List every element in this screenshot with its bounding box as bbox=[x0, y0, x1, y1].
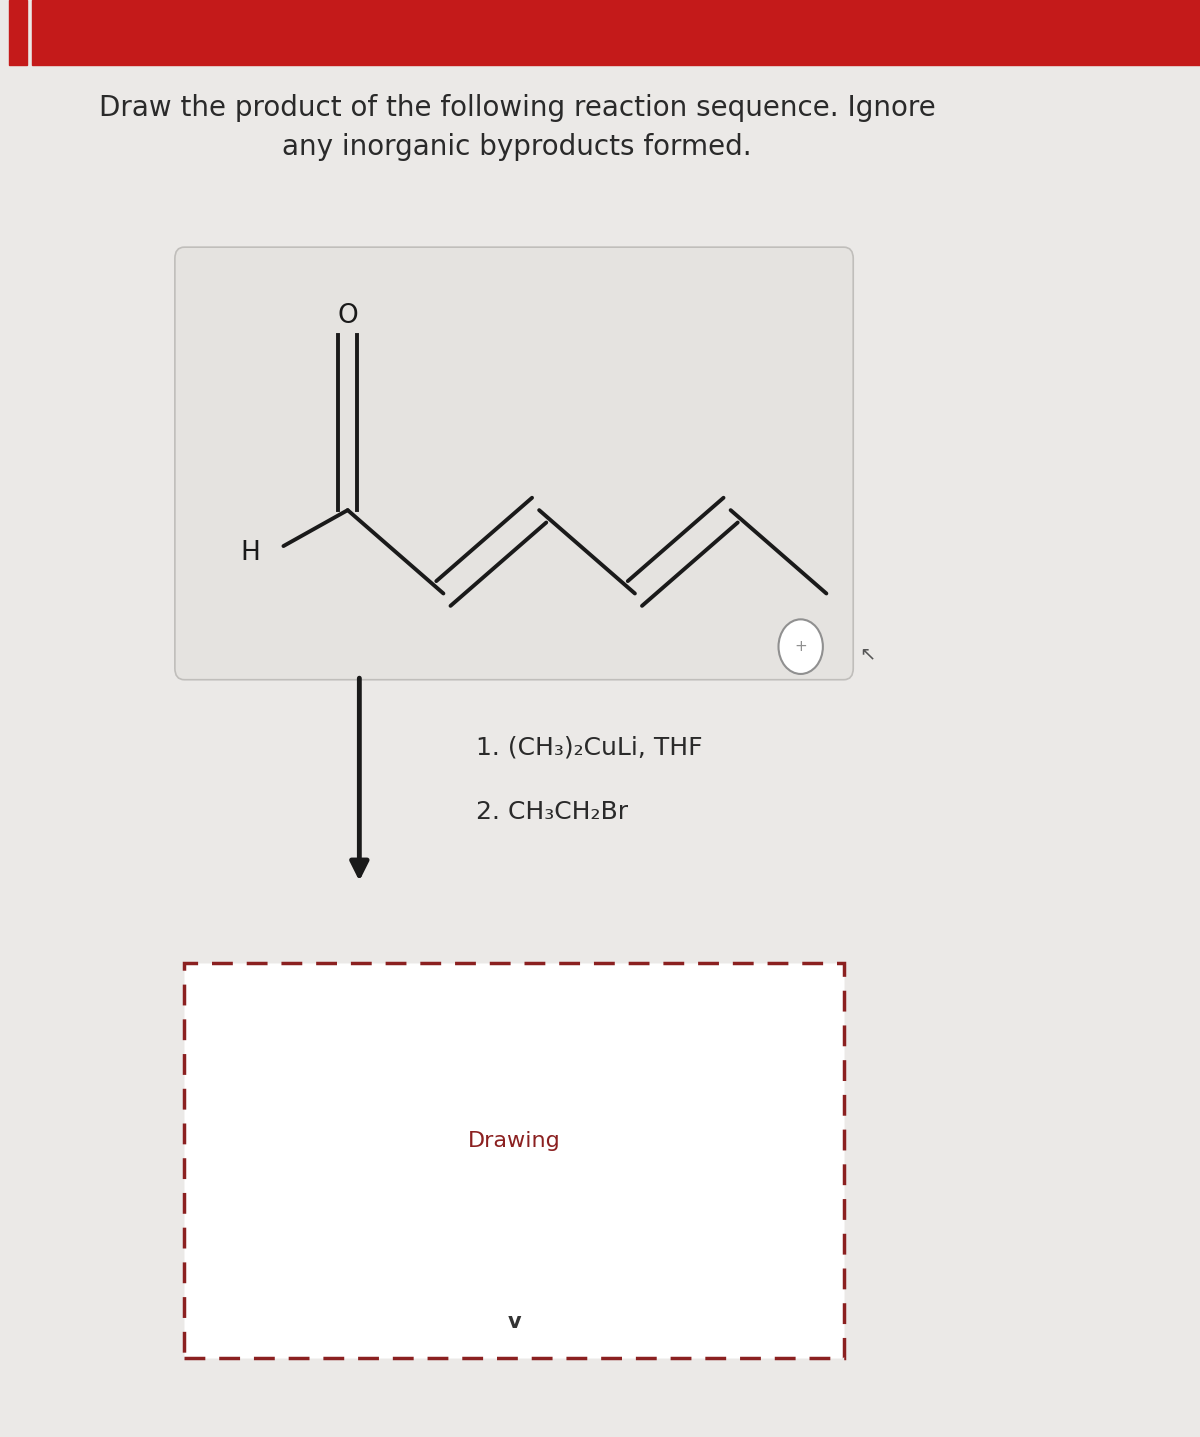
Text: 1. (CH₃)₂CuLi, THF: 1. (CH₃)₂CuLi, THF bbox=[476, 736, 703, 759]
Text: 2. CH₃CH₂Br: 2. CH₃CH₂Br bbox=[476, 800, 629, 823]
Text: H: H bbox=[240, 540, 260, 566]
Circle shape bbox=[779, 619, 823, 674]
FancyBboxPatch shape bbox=[175, 247, 853, 680]
Bar bbox=[10, 0, 26, 65]
Text: Drawing: Drawing bbox=[468, 1131, 560, 1151]
Text: any inorganic byproducts formed.: any inorganic byproducts formed. bbox=[282, 132, 751, 161]
Bar bbox=[185, 963, 844, 1358]
Text: +: + bbox=[794, 639, 808, 654]
Text: Draw the product of the following reaction sequence. Ignore: Draw the product of the following reacti… bbox=[98, 93, 935, 122]
Text: ↖: ↖ bbox=[859, 644, 876, 664]
Bar bbox=[32, 0, 1200, 65]
Text: v: v bbox=[508, 1312, 521, 1332]
Text: O: O bbox=[337, 303, 358, 329]
